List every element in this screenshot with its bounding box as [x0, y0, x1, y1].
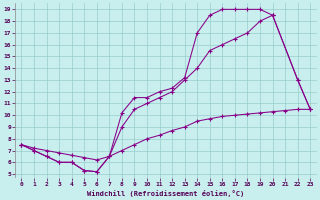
X-axis label: Windchill (Refroidissement éolien,°C): Windchill (Refroidissement éolien,°C)	[87, 190, 244, 197]
